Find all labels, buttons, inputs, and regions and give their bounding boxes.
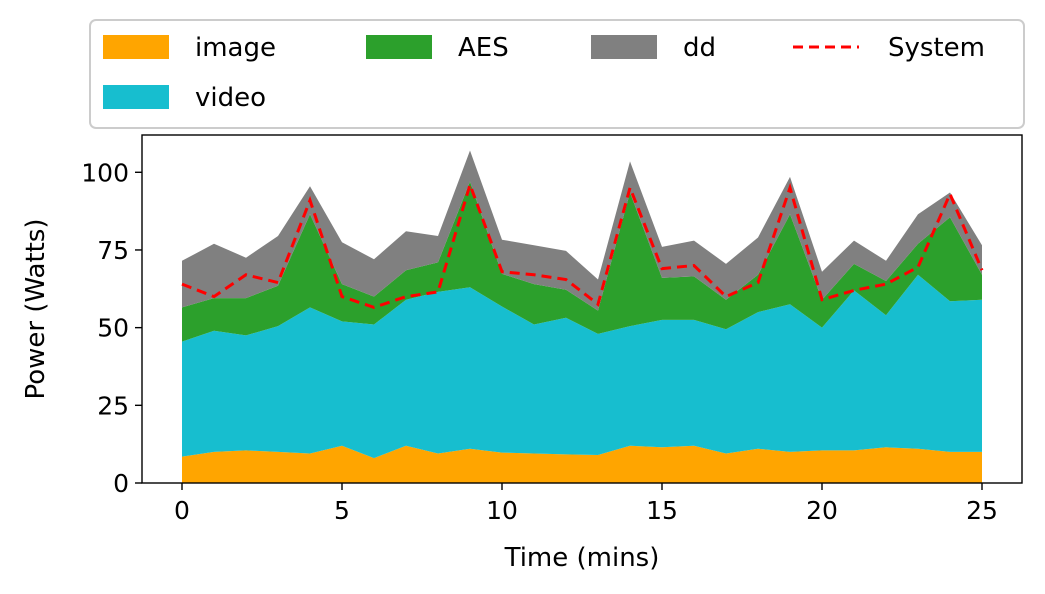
- x-tick-label: 0: [174, 496, 190, 525]
- x-tick-label: 5: [334, 496, 350, 525]
- y-axis-label: Power (Watts): [21, 218, 51, 399]
- y-tick-label: 100: [81, 158, 129, 187]
- x-tick-label: 20: [806, 496, 838, 525]
- legend-label-AES: AES: [458, 33, 509, 63]
- y-axis: 0 25 50 75 100: [81, 158, 142, 498]
- area-image: [182, 445, 982, 483]
- legend-label-dd: dd: [683, 33, 716, 63]
- x-axis: 0 5 10 15 20 25: [174, 483, 998, 525]
- legend: image AES dd System video: [89, 19, 1025, 129]
- area-dd: [182, 150, 982, 311]
- system-line: [181, 179, 984, 309]
- x-tick-label: 10: [486, 496, 518, 525]
- area-video: [182, 274, 982, 459]
- legend-frame: [89, 19, 1025, 129]
- x-axis-label: Time (mins): [504, 543, 660, 573]
- y-tick-label: 25: [97, 391, 129, 420]
- x-tick-label: 25: [966, 496, 998, 525]
- plot-frame: [141, 134, 1023, 484]
- x-tick-label: 15: [646, 496, 678, 525]
- legend-label-video: video: [195, 83, 266, 113]
- legend-swatch-AES: [366, 35, 432, 59]
- legend-label-image: image: [195, 33, 276, 63]
- legend-label-system: System: [888, 33, 985, 63]
- plot-area: 0 5 10 15 20 25 0 25 50 75 100: [81, 134, 1023, 525]
- y-tick-label: 75: [97, 236, 129, 265]
- y-tick-label: 0: [113, 469, 129, 498]
- y-tick-label: 50: [97, 314, 129, 343]
- legend-swatch-image: [103, 35, 169, 59]
- area-AES: [182, 181, 982, 342]
- legend-swatch-video: [103, 85, 169, 109]
- legend-swatch-dd: [591, 35, 657, 59]
